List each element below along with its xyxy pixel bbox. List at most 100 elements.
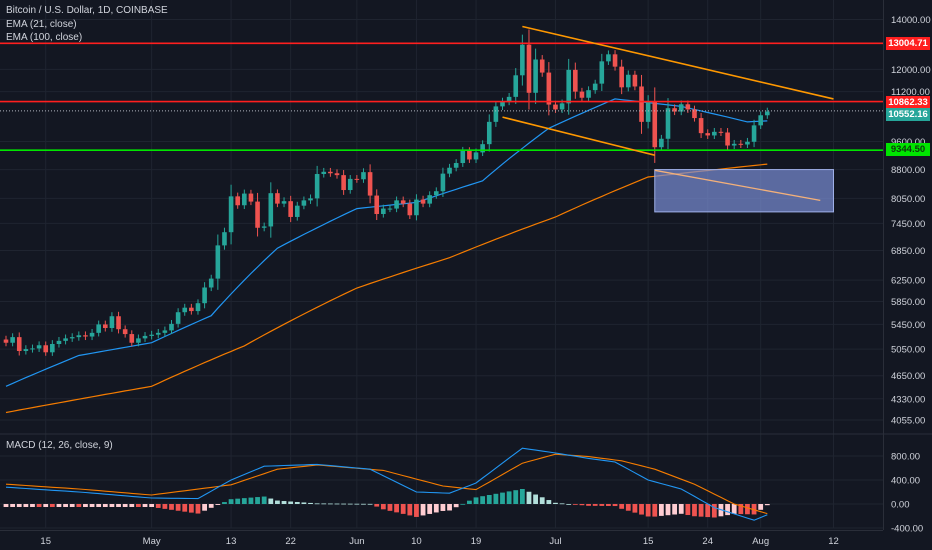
candle[interactable] — [189, 303, 194, 315]
candle[interactable] — [96, 320, 101, 337]
candle[interactable] — [420, 195, 426, 208]
candle[interactable] — [440, 167, 446, 197]
candle[interactable] — [328, 167, 333, 177]
candle[interactable] — [294, 201, 300, 221]
candle[interactable] — [486, 114, 492, 152]
candle[interactable] — [103, 320, 108, 332]
candle[interactable] — [23, 345, 29, 355]
candle[interactable] — [480, 140, 485, 157]
candle[interactable] — [758, 111, 763, 129]
candle[interactable] — [374, 189, 380, 221]
candle[interactable] — [255, 192, 260, 237]
candle[interactable] — [539, 55, 545, 77]
candle[interactable] — [698, 112, 704, 139]
candle[interactable] — [275, 189, 280, 208]
candle[interactable] — [116, 311, 121, 334]
candle[interactable] — [136, 334, 141, 347]
candle[interactable] — [712, 127, 717, 139]
candle[interactable] — [248, 189, 254, 206]
candle[interactable] — [122, 325, 128, 338]
candle[interactable] — [56, 337, 62, 348]
candle[interactable] — [394, 196, 399, 213]
candle[interactable] — [261, 222, 267, 232]
candle[interactable] — [215, 234, 221, 290]
candle[interactable] — [573, 62, 578, 99]
candle[interactable] — [281, 197, 287, 208]
candle[interactable] — [586, 86, 591, 102]
candle[interactable] — [599, 53, 605, 91]
candle[interactable] — [639, 74, 644, 134]
candle[interactable] — [731, 139, 737, 150]
candle[interactable] — [447, 163, 452, 178]
candle[interactable] — [341, 170, 346, 195]
candle[interactable] — [242, 189, 247, 210]
candle[interactable] — [625, 70, 631, 92]
candle[interactable] — [43, 341, 49, 356]
candle[interactable] — [149, 330, 154, 340]
candle[interactable] — [678, 100, 684, 116]
candle[interactable] — [129, 330, 135, 347]
candle[interactable] — [725, 128, 730, 150]
candle[interactable] — [745, 137, 750, 149]
candle[interactable] — [533, 48, 538, 105]
candle[interactable] — [308, 194, 313, 204]
candle[interactable] — [692, 105, 697, 122]
candle[interactable] — [414, 194, 419, 221]
candle[interactable] — [513, 68, 519, 104]
candle[interactable] — [361, 168, 366, 183]
candle[interactable] — [208, 274, 214, 292]
candle[interactable] — [546, 62, 552, 116]
candle[interactable] — [268, 182, 274, 238]
candle[interactable] — [434, 187, 439, 199]
candlesticks[interactable] — [3, 29, 770, 356]
candle[interactable] — [566, 58, 571, 115]
candle[interactable] — [235, 192, 240, 209]
candle[interactable] — [169, 319, 174, 335]
candle[interactable] — [751, 119, 757, 148]
candle[interactable] — [381, 204, 386, 218]
candle[interactable] — [142, 332, 148, 342]
candle[interactable] — [155, 328, 161, 339]
candle[interactable] — [612, 50, 618, 71]
candle[interactable] — [69, 333, 75, 342]
candle[interactable] — [321, 167, 327, 178]
candle[interactable] — [453, 159, 459, 172]
candle[interactable] — [109, 312, 115, 332]
candle[interactable] — [50, 340, 55, 356]
candle[interactable] — [592, 79, 598, 94]
candle[interactable] — [606, 50, 611, 65]
candle[interactable] — [659, 134, 664, 151]
candle[interactable] — [288, 195, 293, 223]
candle[interactable] — [30, 344, 35, 353]
candle[interactable] — [162, 326, 168, 337]
candle[interactable] — [16, 332, 22, 356]
candle[interactable] — [665, 98, 671, 150]
candle[interactable] — [579, 87, 585, 102]
candle[interactable] — [765, 107, 770, 119]
candle[interactable] — [89, 328, 95, 341]
candle[interactable] — [202, 282, 207, 309]
candle[interactable] — [175, 308, 181, 328]
candle[interactable] — [427, 191, 432, 208]
candle[interactable] — [222, 227, 227, 250]
candle[interactable] — [228, 184, 234, 245]
candle[interactable] — [400, 196, 406, 208]
candle[interactable] — [36, 341, 42, 352]
candle[interactable] — [619, 59, 624, 95]
candle[interactable] — [301, 196, 307, 210]
candle[interactable] — [493, 101, 499, 127]
candle[interactable] — [387, 204, 393, 213]
candle[interactable] — [63, 334, 68, 345]
candle[interactable] — [705, 129, 711, 139]
candle[interactable] — [367, 164, 373, 204]
candle[interactable] — [672, 104, 677, 116]
candle[interactable] — [3, 335, 9, 347]
candle[interactable] — [347, 175, 353, 194]
candle[interactable] — [334, 169, 340, 179]
candle[interactable] — [718, 127, 724, 136]
candle[interactable] — [182, 303, 188, 316]
candle[interactable] — [10, 333, 15, 347]
candle[interactable] — [500, 97, 505, 110]
candle[interactable] — [354, 175, 360, 183]
